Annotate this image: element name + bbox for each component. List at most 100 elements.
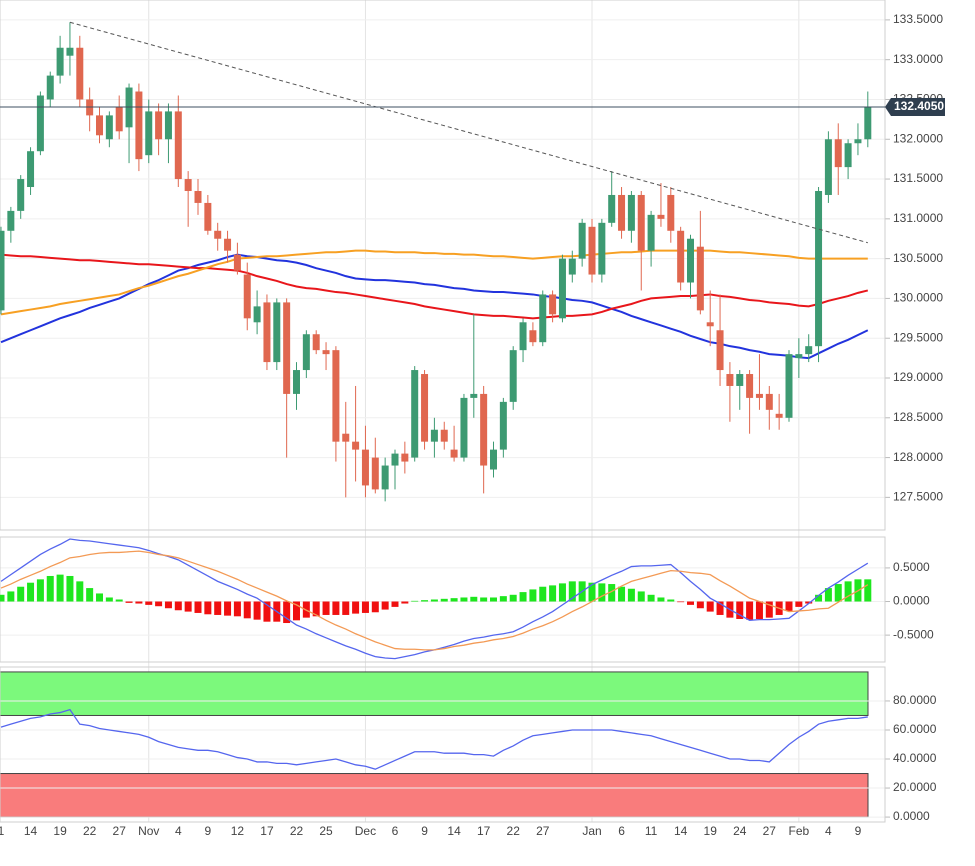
candle-body <box>627 194 635 231</box>
histogram-bar <box>0 594 5 602</box>
y-tick-label: 127.5000 <box>893 490 943 504</box>
x-tick-label: 27 <box>763 824 777 838</box>
histogram-bar <box>76 581 84 602</box>
histogram-bar <box>371 601 379 613</box>
histogram-bar <box>736 601 744 619</box>
histogram-bar <box>499 596 507 602</box>
candle-body <box>302 334 310 371</box>
histogram-bar <box>440 598 448 602</box>
histogram-bar <box>7 591 15 602</box>
candle-body <box>263 302 271 363</box>
histogram-bar <box>677 601 685 603</box>
histogram-bar <box>391 601 399 607</box>
trendline <box>69 21 868 244</box>
histogram-bar <box>401 601 409 604</box>
y-tick-label: 0.5000 <box>893 560 930 574</box>
candle-body <box>293 370 300 394</box>
candle-body <box>283 302 291 394</box>
histogram-bar <box>450 598 458 602</box>
histogram-bar <box>539 586 547 602</box>
histogram-bar <box>755 601 763 619</box>
candle-body <box>184 179 192 191</box>
y-tick-label: 80.0000 <box>893 693 937 707</box>
histogram-bar <box>765 601 773 618</box>
band <box>0 773 869 818</box>
candle-body <box>155 111 163 140</box>
candle-body <box>174 111 182 180</box>
histogram-bar <box>805 601 813 604</box>
candle-body <box>115 107 123 132</box>
candle-body <box>440 429 448 442</box>
histogram-bar <box>667 599 675 602</box>
candle-body <box>795 354 803 359</box>
candle-body <box>96 115 103 136</box>
x-tick-label: 9 <box>205 824 212 838</box>
candle-body <box>36 95 44 152</box>
candle-body <box>243 274 251 319</box>
panel-border <box>0 666 886 823</box>
x-tick-label: 14 <box>24 824 38 838</box>
histogram-bar <box>785 601 793 611</box>
panel-border <box>0 0 886 531</box>
candle-body <box>233 254 241 271</box>
candle-body <box>696 246 704 311</box>
y-tick-label: 60.0000 <box>893 722 937 736</box>
candle-body <box>361 449 369 486</box>
candle-body <box>549 294 557 315</box>
candle-body <box>66 47 74 56</box>
histogram-bar <box>224 601 232 616</box>
histogram-bar <box>66 575 74 602</box>
histogram-bar <box>647 594 655 602</box>
candle-body <box>529 330 537 343</box>
x-tick-label: 17 <box>477 824 491 838</box>
candle-body <box>470 393 478 398</box>
x-tick-label: Nov <box>138 824 159 838</box>
histogram-bar <box>27 582 35 602</box>
candle-body <box>765 393 773 410</box>
x-tick-label: 4 <box>175 824 182 838</box>
histogram-bar <box>293 601 300 621</box>
y-tick-label: 130.0000 <box>893 291 943 305</box>
x-tick-label: 19 <box>704 824 718 838</box>
last-price-label: 132.4050 <box>894 99 944 113</box>
candle-body <box>322 350 330 355</box>
x-tick-label: 27 <box>113 824 127 838</box>
candle-body <box>726 374 734 386</box>
y-tick-label: 20.0000 <box>893 780 937 794</box>
candle-body <box>568 258 576 275</box>
x-tick-label: Feb <box>789 824 810 838</box>
candle-body <box>273 302 281 363</box>
candle-body <box>657 214 665 219</box>
histogram-bar <box>844 581 852 602</box>
histogram-bar <box>125 601 133 603</box>
histogram-bar <box>233 601 241 617</box>
candle-body <box>332 350 340 442</box>
candle-body <box>164 111 172 140</box>
candle-body <box>352 441 360 450</box>
candle-body <box>17 179 25 211</box>
histogram-bar <box>214 601 222 615</box>
histogram-bar <box>381 601 389 610</box>
candle-body <box>381 465 389 490</box>
x-tick-label: 22 <box>507 824 521 838</box>
y-tick-label: 128.5000 <box>893 410 943 424</box>
candle-body <box>588 226 596 275</box>
histogram-bar <box>105 597 113 602</box>
histogram-bar <box>430 599 438 602</box>
candle-body <box>450 449 458 458</box>
histogram-bar <box>716 601 724 615</box>
histogram-bar <box>549 585 557 602</box>
histogram-bar <box>558 583 566 602</box>
histogram-bar <box>17 586 25 602</box>
histogram-bar <box>598 583 606 602</box>
histogram-bar <box>155 601 163 607</box>
x-tick-label: Jan <box>582 824 601 838</box>
candle-body <box>499 401 507 450</box>
x-tick-label: 22 <box>290 824 304 838</box>
histogram-bar <box>746 601 754 620</box>
candle-body <box>312 334 320 351</box>
x-tick-label: 9 <box>421 824 428 838</box>
histogram-bar <box>184 601 192 612</box>
